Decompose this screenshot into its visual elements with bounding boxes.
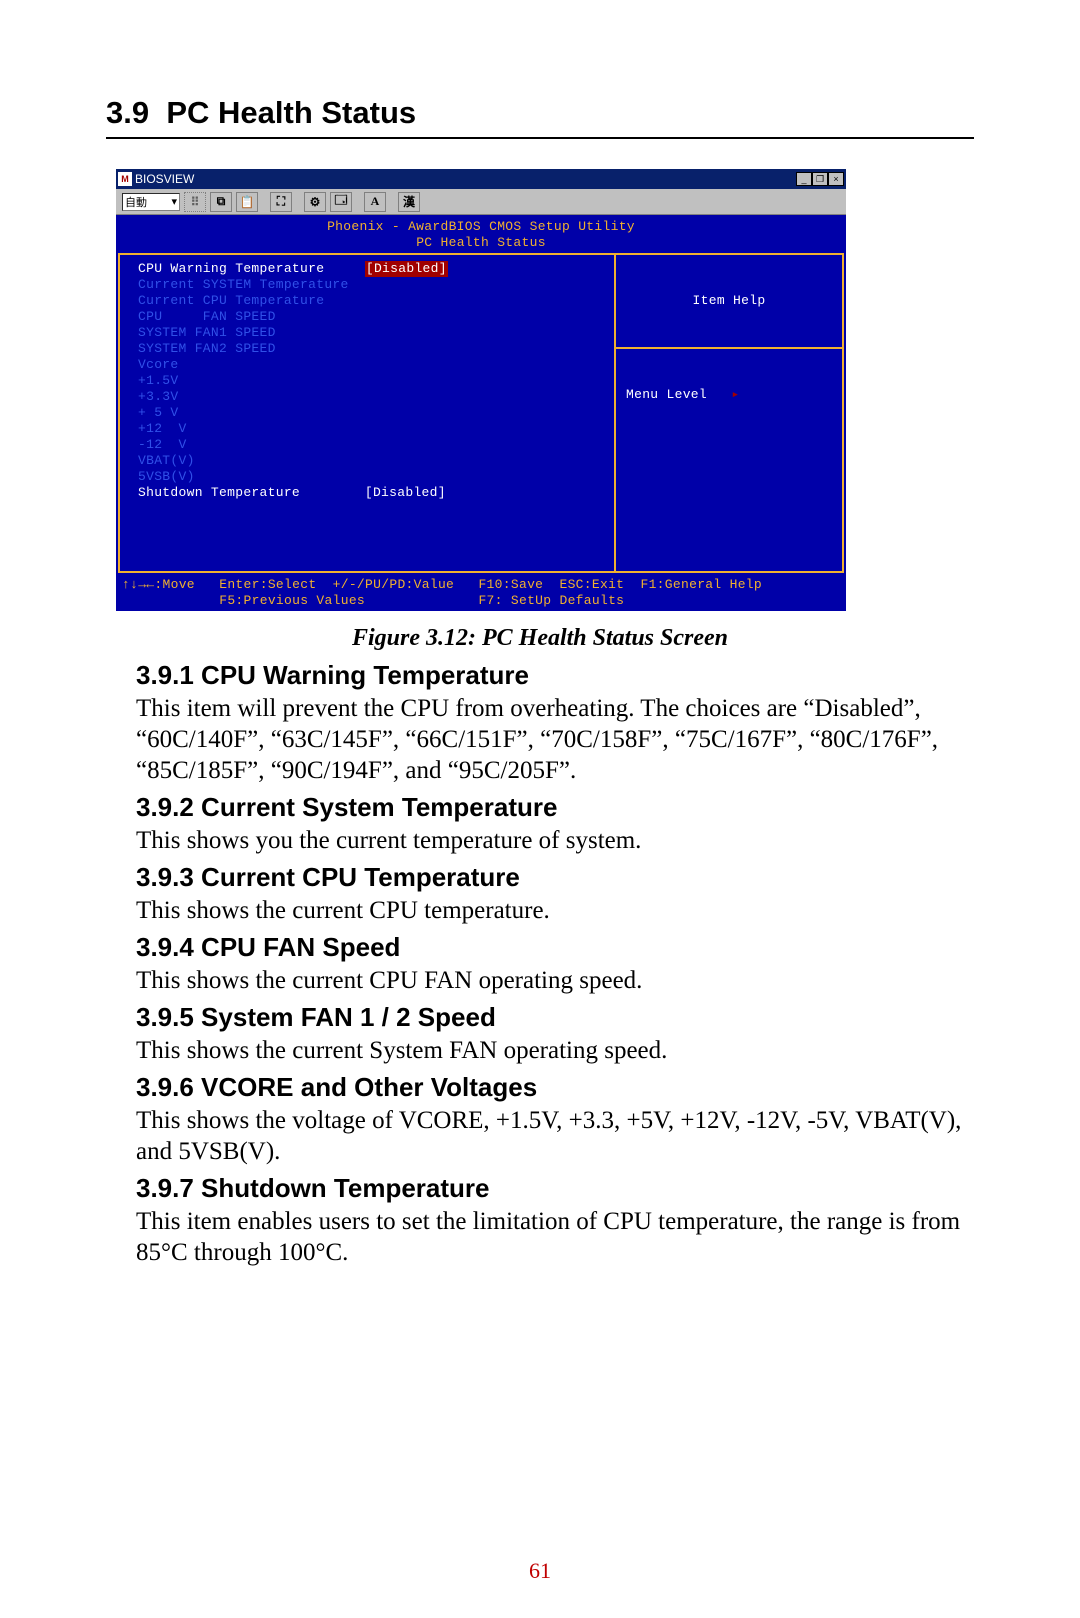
close-button[interactable]: × — [828, 172, 844, 186]
bios-option-row[interactable]: Current CPU Temperature — [138, 293, 604, 309]
bios-option-label: +3.3V — [138, 389, 365, 405]
subsection-heading: 3.9.5 System FAN 1 / 2 Speed — [136, 1002, 974, 1033]
subsection-heading: 3.9.7 Shutdown Temperature — [136, 1173, 974, 1204]
figure-caption: Figure 3.12: PC Health Status Screen — [106, 625, 974, 652]
subsection-heading: 3.9.3 Current CPU Temperature — [136, 862, 974, 893]
subsection-heading: 3.9.6 VCORE and Other Voltages — [136, 1072, 974, 1103]
window-buttons: _ ❐ × — [796, 172, 844, 186]
bios-footer-line1: ↑↓→←:Move Enter:Select +/-/PU/PD:Value F… — [122, 577, 762, 592]
bios-body: CPU Warning Temperature [Disabled]Curren… — [118, 253, 844, 573]
bios-option-value: [Disabled] — [365, 261, 448, 277]
bios-option-row[interactable]: 5VSB(V) — [138, 469, 604, 485]
section-name: PC Health Status — [166, 95, 416, 130]
bios-option-label: Current CPU Temperature — [138, 293, 365, 309]
bios-options-panel: CPU Warning Temperature [Disabled]Curren… — [120, 255, 616, 571]
subsection-heading: 3.9.2 Current System Temperature — [136, 792, 974, 823]
bios-option-row[interactable]: SYSTEM FAN1 SPEED — [138, 325, 604, 341]
bios-option-label: SYSTEM FAN1 SPEED — [138, 325, 365, 341]
menu-level-row: Menu Level ▸ — [626, 387, 832, 403]
bios-option-row[interactable]: +3.3V — [138, 389, 604, 405]
window-titlebar: M BIOSVIEW _ ❐ × — [116, 169, 846, 189]
bios-header-line2: PC Health Status — [416, 235, 546, 250]
subsections: 3.9.1 CPU Warning TemperatureThis item w… — [136, 660, 974, 1268]
bios-option-label: +1.5V — [138, 373, 365, 389]
bios-footer: ↑↓→←:Move Enter:Select +/-/PU/PD:Value F… — [116, 573, 846, 611]
bios-option-label: + 5 V — [138, 405, 365, 421]
bios-help-panel: Item Help Menu Level ▸ — [616, 255, 842, 571]
toolbar-copy-icon[interactable]: ⧉ — [210, 192, 232, 212]
bios-option-label: -12 V — [138, 437, 365, 453]
window-toolbar: 自動 ▾ ⠿ ⧉ 📋 ⛶ ⚙ 🗔 A 漢 — [116, 189, 846, 215]
window-title: BIOSVIEW — [135, 172, 194, 186]
bios-option-row[interactable]: + 5 V — [138, 405, 604, 421]
section-rule — [106, 137, 974, 139]
bios-option-row[interactable]: CPU Warning Temperature [Disabled] — [138, 261, 604, 277]
bios-option-label: 5VSB(V) — [138, 469, 365, 485]
page-number: 61 — [0, 1558, 1080, 1584]
dropdown-arrow-icon: ▾ — [171, 195, 177, 208]
toolbar-paste-icon[interactable]: 📋 — [236, 192, 258, 212]
bios-option-row[interactable]: Shutdown Temperature [Disabled] — [138, 485, 604, 501]
bios-option-label: Shutdown Temperature — [138, 485, 365, 501]
bios-option-label: VBAT(V) — [138, 453, 365, 469]
toolbar-kanji-button[interactable]: 漢 — [398, 192, 420, 212]
subsection-body: This shows the current CPU temperature. — [136, 895, 974, 926]
subsection-body: This shows the current System FAN operat… — [136, 1035, 974, 1066]
subsection-body: This shows the current CPU FAN operating… — [136, 965, 974, 996]
bios-option-label: +12 V — [138, 421, 365, 437]
bios-option-label: CPU Warning Temperature — [138, 261, 365, 277]
toolbar-button[interactable]: ⠿ — [184, 192, 206, 212]
section-title: 3.9 PC Health Status — [106, 95, 974, 131]
maximize-button[interactable]: ❐ — [812, 172, 828, 186]
bios-option-row[interactable]: +12 V — [138, 421, 604, 437]
bios-option-row[interactable]: CPU FAN SPEED — [138, 309, 604, 325]
menu-level-label: Menu Level — [626, 387, 707, 402]
bios-option-row[interactable]: SYSTEM FAN2 SPEED — [138, 341, 604, 357]
bios-option-row[interactable]: Current SYSTEM Temperature — [138, 277, 604, 293]
bios-option-value: [Disabled] — [365, 485, 446, 501]
subsection-body: This item will prevent the CPU from over… — [136, 693, 974, 786]
toolbar-settings-icon[interactable]: ⚙ — [304, 192, 326, 212]
toolbar-select-label: 自動 — [125, 194, 147, 210]
bios-screen: Phoenix - AwardBIOS CMOS Setup Utility P… — [116, 215, 846, 611]
bios-option-row[interactable]: -12 V — [138, 437, 604, 453]
bios-header: Phoenix - AwardBIOS CMOS Setup Utility P… — [116, 219, 846, 251]
bios-option-label: CPU FAN SPEED — [138, 309, 365, 325]
toolbar-font-button[interactable]: A — [364, 192, 386, 212]
menu-level-arrow-icon: ▸ — [731, 387, 739, 402]
help-title: Item Help — [626, 293, 832, 309]
bios-header-line1: Phoenix - AwardBIOS CMOS Setup Utility — [327, 219, 635, 234]
bios-option-row[interactable]: +1.5V — [138, 373, 604, 389]
subsection-heading: 3.9.4 CPU FAN Speed — [136, 932, 974, 963]
subsection-body: This shows you the current temperature o… — [136, 825, 974, 856]
bios-option-row[interactable]: Vcore — [138, 357, 604, 373]
toolbar-window-icon[interactable]: 🗔 — [330, 192, 352, 212]
bios-screenshot: M BIOSVIEW _ ❐ × 自動 ▾ ⠿ ⧉ 📋 ⛶ ⚙ 🗔 A — [116, 169, 846, 611]
minimize-button[interactable]: _ — [796, 172, 812, 186]
bios-footer-line2: F5:Previous Values F7: SetUp Defaults — [122, 593, 624, 608]
app-icon: M — [118, 172, 132, 186]
bios-option-label: Vcore — [138, 357, 365, 373]
toolbar-fullscreen-icon[interactable]: ⛶ — [270, 192, 292, 212]
subsection-body: This item enables users to set the limit… — [136, 1206, 974, 1268]
bios-option-label: SYSTEM FAN2 SPEED — [138, 341, 365, 357]
subsection-body: This shows the voltage of VCORE, +1.5V, … — [136, 1105, 974, 1167]
section-number: 3.9 — [106, 95, 149, 130]
subsection-heading: 3.9.1 CPU Warning Temperature — [136, 660, 974, 691]
bios-option-row[interactable]: VBAT(V) — [138, 453, 604, 469]
bios-option-label: Current SYSTEM Temperature — [138, 277, 365, 293]
toolbar-select[interactable]: 自動 ▾ — [122, 193, 180, 211]
